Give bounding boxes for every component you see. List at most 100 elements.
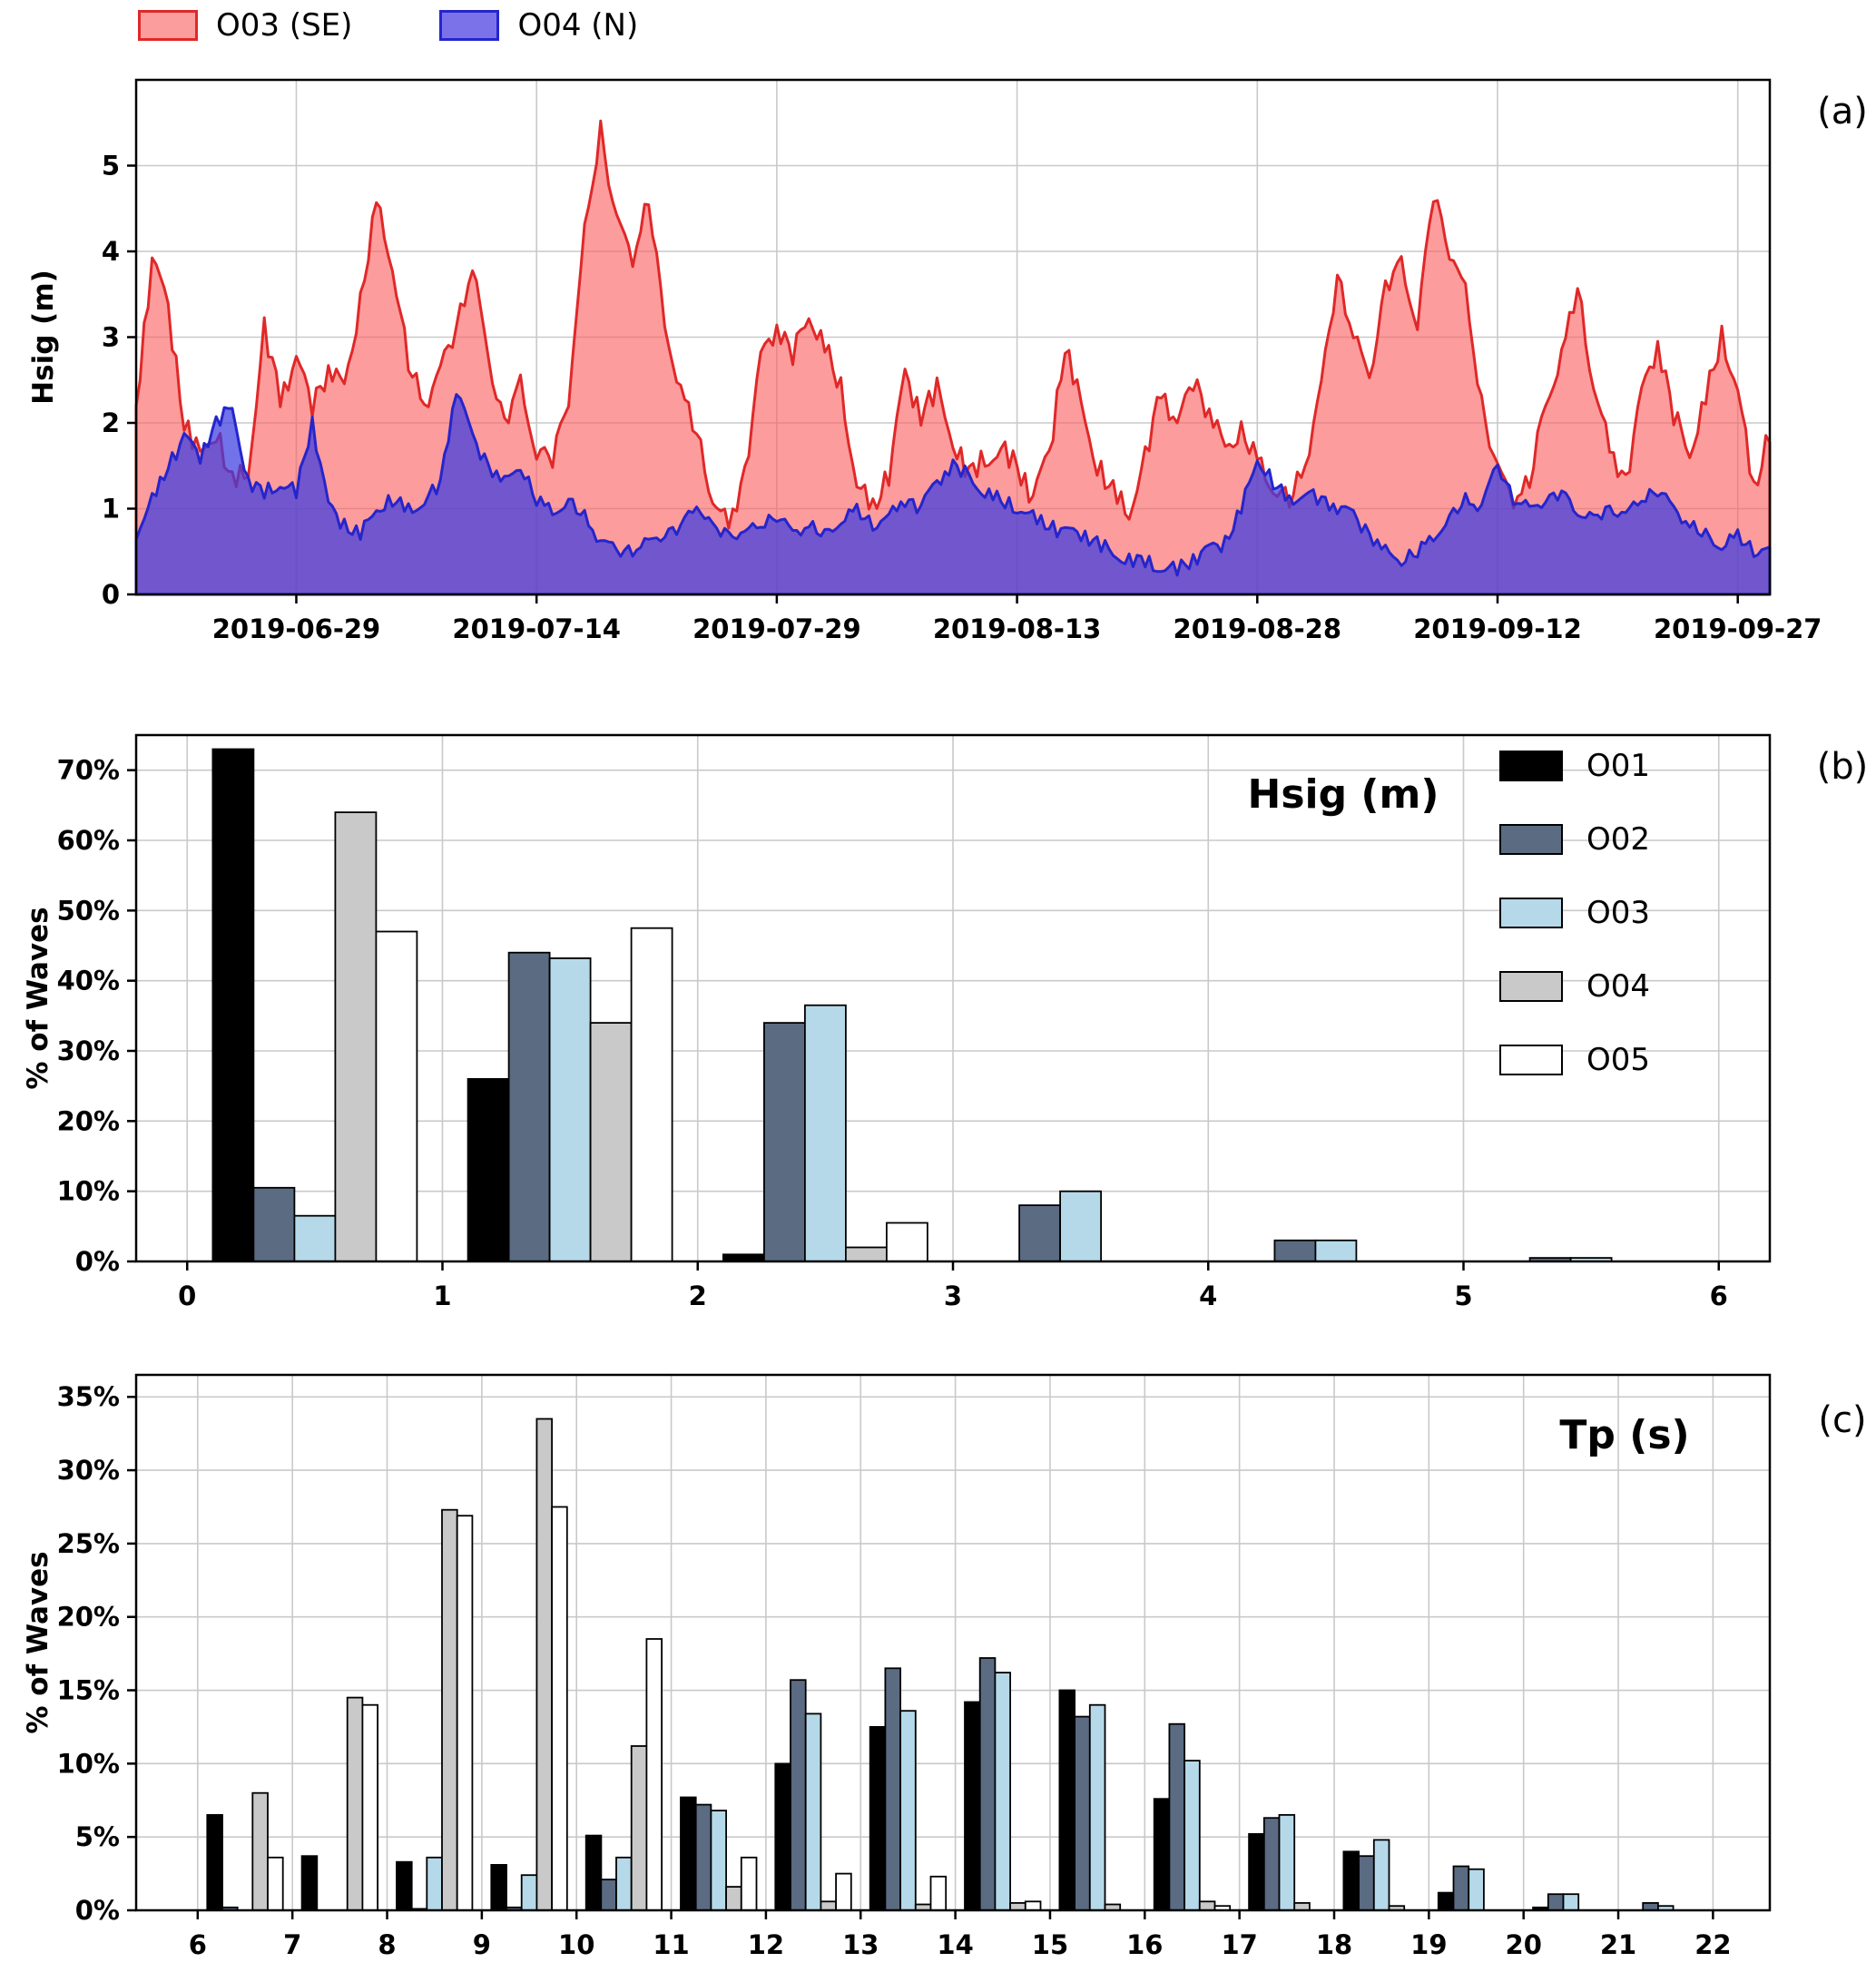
x-tick-label: 7: [283, 1929, 301, 1960]
y-tick-label: 15%: [57, 1675, 120, 1706]
bar-O03: [804, 1004, 847, 1262]
x-tick-label: 15: [1032, 1929, 1068, 1960]
y-tick-label: 20%: [57, 1105, 120, 1136]
bar-O02: [1018, 1204, 1061, 1262]
bar-O05: [267, 1856, 284, 1911]
axes-frame: [134, 1373, 1772, 1912]
y-tick-label: 25%: [57, 1528, 120, 1559]
legend-a-label-o03: O03 (SE): [216, 7, 353, 44]
x-tick-label: 0: [178, 1280, 196, 1311]
x-tick-label: 11: [653, 1929, 689, 1960]
bar-O02: [790, 1679, 807, 1911]
bar-O05: [835, 1872, 852, 1911]
legend-label-O02: O02: [1586, 821, 1651, 858]
bar-O03: [899, 1710, 917, 1911]
y-tick-label: 5: [102, 151, 120, 182]
bar-O03: [548, 957, 592, 1262]
bar-O05: [740, 1856, 758, 1911]
x-tick-label: 6: [189, 1929, 207, 1960]
panel-b: 0% 10% 20% 30% 40% 50% 60% 70% 0 1 2 3 4 5 6 % of Waves: [22, 733, 1772, 1311]
y-tick-label: 70%: [57, 755, 120, 786]
bar-O02: [1074, 1715, 1091, 1911]
legend-entry-O02: O02: [1499, 821, 1650, 858]
bar-O02: [1452, 1865, 1470, 1911]
x-tick-label: 4: [1199, 1280, 1217, 1311]
x-tick-label: 2019-08-28: [1174, 613, 1342, 644]
y-axis-label: % of Waves: [22, 1551, 54, 1733]
y-tick-label: 1: [102, 494, 120, 525]
bar-O05: [456, 1515, 474, 1911]
y-axis-label: % of Waves: [22, 907, 54, 1089]
bar-O04: [820, 1900, 838, 1911]
x-tick-label: 16: [1126, 1929, 1163, 1960]
legend-a-label-o04: O04 (N): [517, 7, 639, 44]
legend-swatch-O05: [1499, 1045, 1563, 1075]
x-tick-label: 9: [473, 1929, 491, 1960]
x-tick-label: 13: [842, 1929, 879, 1960]
bar-O01: [206, 1814, 223, 1911]
bar-O01: [964, 1701, 981, 1911]
legend-entry-o04: O04 (N): [439, 7, 638, 44]
bar-O02: [1273, 1239, 1317, 1262]
x-tick-label: 17: [1221, 1929, 1257, 1960]
bar-O04: [346, 1696, 364, 1911]
x-tick-label: 18: [1316, 1929, 1352, 1960]
bar-O01: [680, 1796, 697, 1911]
bar-O01: [869, 1726, 887, 1911]
x-tick-label: 20: [1506, 1929, 1542, 1960]
y-tick-label: 5%: [75, 1821, 120, 1852]
bar-O02: [252, 1186, 296, 1262]
panel-b-letter: (b): [1816, 746, 1869, 788]
x-tick-label: 8: [378, 1929, 396, 1960]
bar-O03: [710, 1810, 728, 1911]
panel-c: 0% 5% 10% 15% 20% 25% 30% 35% 6 7 8 9 10 11 12 13 14 15 16…: [22, 1373, 1772, 1960]
legend-label-O04: O04: [1586, 968, 1651, 1005]
bar-O01: [1058, 1689, 1076, 1911]
y-tick-label: 20%: [57, 1602, 120, 1633]
bar-O04: [725, 1886, 742, 1911]
bar-O04: [1198, 1900, 1216, 1911]
y-tick-label: 0%: [75, 1895, 120, 1926]
bar-O02: [763, 1022, 806, 1262]
x-tick-label: 3: [944, 1280, 962, 1311]
y-tick-label: 0%: [75, 1246, 120, 1277]
bar-O03: [1059, 1190, 1102, 1262]
area-series-o04: [134, 393, 1772, 596]
panel-b-legend: O01 O02 O03 O04 O05: [1499, 748, 1650, 1078]
bar-O04: [441, 1508, 458, 1911]
bar-O02: [1168, 1722, 1186, 1911]
bar-O01: [774, 1762, 791, 1911]
x-tick-label: 2019-06-29: [212, 613, 381, 644]
legend-label-O03: O03: [1586, 895, 1651, 931]
x-tick-label: 22: [1694, 1929, 1731, 1960]
y-tick-label: 40%: [57, 966, 120, 996]
legend-a-swatch-o03: [138, 10, 198, 41]
bar-O05: [551, 1506, 568, 1911]
bar-O01: [211, 748, 255, 1262]
bar-O05: [375, 930, 418, 1262]
legend-entry-O03: O03: [1499, 895, 1650, 931]
bar-O03: [293, 1214, 337, 1262]
bar-O03: [994, 1672, 1012, 1911]
x-tick-label: 21: [1600, 1929, 1636, 1960]
bar-O02: [507, 951, 551, 1262]
x-tick-label: 2: [689, 1280, 707, 1311]
plot-background: [136, 1375, 1770, 1910]
bar-O03: [615, 1856, 633, 1911]
panel-a-legend: O03 (SE) O04 (N): [138, 7, 638, 44]
y-tick-label: 0: [102, 579, 120, 610]
panel-b-title: Hsig (m): [1247, 771, 1439, 818]
bar-O04: [251, 1791, 269, 1911]
bar-O02: [600, 1879, 617, 1911]
bar-O05: [929, 1875, 948, 1911]
bar-O03: [1314, 1239, 1358, 1262]
bar-O02: [1547, 1893, 1565, 1911]
bar-O01: [467, 1078, 510, 1262]
y-tick-label: 30%: [57, 1455, 120, 1486]
bar-O01: [1342, 1850, 1360, 1911]
bar-O04: [630, 1745, 648, 1911]
legend-swatch-O04: [1499, 971, 1563, 1002]
bar-O02: [1358, 1855, 1375, 1911]
legend-entry-O04: O04: [1499, 968, 1650, 1005]
